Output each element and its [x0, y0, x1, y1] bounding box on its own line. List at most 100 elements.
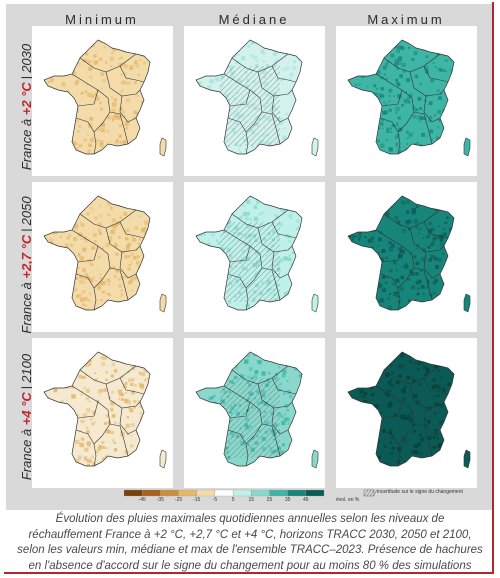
legend-tick-label: -35 — [156, 497, 164, 503]
region-border — [423, 251, 441, 279]
region-border — [271, 221, 297, 239]
france-outline — [347, 195, 455, 311]
legend-unit: évol. en % — [336, 497, 360, 503]
region-border — [119, 377, 145, 395]
figure-frame — [4, 2, 494, 574]
france-outline — [43, 195, 151, 311]
region-border — [109, 267, 129, 301]
corsica-shape — [311, 137, 319, 157]
corsica-shape — [463, 449, 471, 469]
france-map — [43, 39, 167, 157]
region-border — [109, 111, 129, 145]
region-border — [271, 65, 297, 83]
legend-tick-label: 5 — [231, 497, 235, 503]
region-border — [119, 221, 145, 239]
legend-swatch — [269, 489, 288, 497]
region-border — [379, 273, 401, 311]
region-border — [109, 423, 129, 457]
legend-swatch — [287, 489, 306, 497]
legend-swatch — [178, 489, 197, 497]
region-border — [423, 221, 449, 239]
map-panel-mediane-2100 — [184, 338, 325, 488]
legend-tick-label: 15 — [248, 497, 255, 503]
map-panel-minimum-2030 — [32, 26, 173, 176]
region-border — [227, 117, 249, 155]
column-header-mediane: Médiane — [218, 12, 290, 27]
region-border — [75, 273, 97, 311]
region-border — [261, 423, 281, 457]
region-border — [413, 423, 433, 457]
france-outline — [43, 39, 151, 155]
column-header-minimum: Minimum — [65, 12, 139, 27]
region-border — [271, 407, 289, 435]
region-border — [119, 95, 137, 123]
column-header-maximum: Maximum — [367, 12, 445, 27]
region-border — [379, 429, 401, 467]
region-border — [119, 407, 137, 435]
corsica-shape — [311, 449, 319, 469]
corsica-shape — [159, 449, 167, 469]
france-map — [347, 39, 471, 157]
region-border — [227, 429, 249, 467]
caption-line: Évolution des pluies maximales quotidien… — [55, 513, 445, 525]
region-border — [413, 111, 433, 145]
france-map — [43, 351, 167, 469]
corsica-shape — [463, 137, 471, 157]
map-panel-minimum-2050 — [32, 182, 173, 332]
legend-tick-label: 25 — [266, 497, 273, 503]
legend-swatch — [232, 489, 252, 497]
legend-swatch — [251, 489, 270, 497]
color-legend: -45 -35 -25 -15 -5 5 15 25 35 45 évol. en % incer… — [124, 489, 494, 513]
legend-tick-label: -45 — [138, 497, 146, 503]
france-outline — [195, 351, 303, 467]
legend-tick-label: -25 — [174, 497, 183, 503]
france-map — [195, 195, 319, 313]
france-map — [347, 351, 471, 469]
legend-hatch-swatch — [363, 489, 375, 497]
legend-swatch — [160, 489, 179, 497]
france-map — [43, 195, 167, 313]
region-border — [271, 251, 289, 279]
legend-hatch-label: incertitude sur le signe du changement — [377, 489, 463, 495]
region-border — [227, 273, 249, 311]
legend-swatch — [142, 489, 161, 497]
corsica-shape — [159, 293, 167, 313]
corsica-shape — [463, 293, 471, 313]
france-shape — [44, 196, 150, 310]
region-border — [261, 111, 281, 145]
france-outline — [195, 39, 303, 155]
region-border — [413, 267, 433, 301]
legend-swatch — [305, 489, 325, 497]
region-border — [261, 267, 281, 301]
caption-line: en l'absence d'accord sur le signe du ch… — [28, 559, 472, 572]
france-map — [195, 39, 319, 157]
france-outline — [347, 39, 455, 155]
legend-tick-label: 35 — [284, 497, 291, 503]
map-panel-mediane-2030 — [184, 26, 325, 176]
legend-hatch-line — [372, 489, 378, 497]
france-map — [195, 351, 319, 469]
france-outline — [43, 351, 151, 467]
region-border — [379, 117, 401, 155]
region-border — [119, 251, 137, 279]
france-outline — [347, 351, 455, 467]
corsica-shape — [311, 293, 319, 313]
region-border — [423, 95, 441, 123]
map-panel-mediane-2050 — [184, 182, 325, 332]
region-border — [271, 377, 297, 395]
legend-tick-label: -5 — [212, 497, 218, 503]
corsica-shape — [159, 137, 167, 157]
caption-line: réchauffement France à +2 °C, +2,7 °C et… — [28, 528, 472, 541]
legend-tick-label: -15 — [193, 497, 201, 503]
legend-swatch — [124, 489, 143, 497]
map-panel-maximum-2030 — [336, 26, 477, 176]
legend-swatch — [196, 489, 216, 497]
region-border — [271, 95, 289, 123]
region-border — [423, 407, 441, 435]
map-grid: Minimum Médiane Maximum France à +2 °C|2… — [6, 4, 492, 510]
caption-line: selon les valeurs min, médiane et max de… — [17, 544, 483, 556]
france-outline — [195, 195, 303, 311]
region-border — [75, 117, 97, 155]
map-panel-maximum-2050 — [336, 182, 477, 332]
legend-hatch-line — [363, 489, 369, 497]
